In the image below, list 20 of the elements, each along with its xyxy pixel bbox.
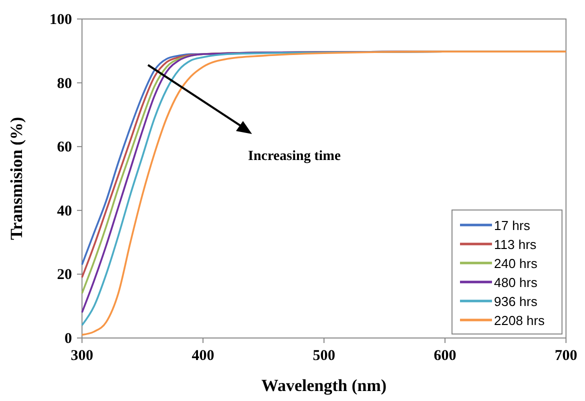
legend-label: 240 hrs (494, 256, 538, 271)
x-tick-label: 500 (312, 348, 336, 364)
y-tick-label: 0 (64, 331, 72, 347)
legend-label: 113 hrs (494, 237, 537, 252)
x-tick-label: 700 (554, 348, 578, 364)
y-tick-label: 60 (57, 140, 72, 156)
y-tick-label: 20 (57, 267, 72, 284)
x-tick-label: 300 (70, 348, 94, 364)
x-axis-title: Wavelength (nm) (261, 376, 387, 395)
y-tick-label: 80 (57, 76, 72, 92)
y-tick-label: 100 (50, 12, 72, 28)
x-tick-label: 400 (192, 348, 214, 364)
annotation: Increasing time (248, 149, 341, 164)
y-axis-title: Transmision (%) (7, 117, 26, 240)
legend-label: 936 hrs (494, 294, 538, 309)
legend-label: 2208 hrs (494, 313, 546, 328)
legend-label: 17 hrs (494, 218, 531, 233)
y-tick-label: 40 (57, 203, 72, 220)
legend-label: 480 hrs (494, 275, 538, 290)
x-tick-label: 600 (434, 348, 456, 364)
